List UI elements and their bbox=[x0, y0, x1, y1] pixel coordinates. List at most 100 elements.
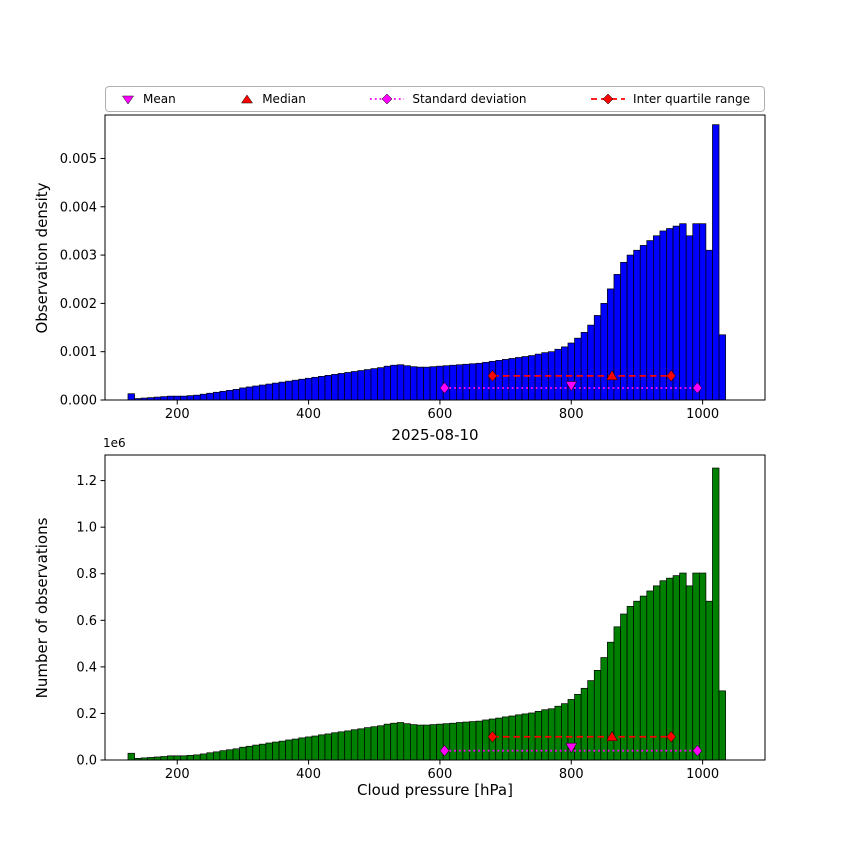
y-tick-label: 0.2 bbox=[76, 707, 97, 722]
y-tick-label: 0.002 bbox=[60, 297, 97, 312]
legend-label-mean: Mean bbox=[143, 92, 176, 106]
histogram-bar bbox=[436, 365, 444, 401]
x-tick-label: 800 bbox=[559, 767, 584, 782]
histogram-bar bbox=[633, 249, 641, 401]
histogram-bar bbox=[685, 585, 694, 761]
x-tick-label: 1000 bbox=[686, 407, 719, 422]
histogram-bar bbox=[291, 738, 300, 761]
histogram-bar bbox=[580, 687, 589, 761]
histogram-bar bbox=[193, 394, 201, 401]
histogram-bar bbox=[396, 722, 405, 761]
range-end-diamond-marker bbox=[487, 730, 498, 743]
histogram-bar bbox=[692, 572, 700, 761]
histogram-bar bbox=[528, 355, 536, 401]
histogram-bar bbox=[705, 249, 713, 401]
y-tick-label: 0.000 bbox=[60, 394, 97, 409]
histogram-bar bbox=[718, 334, 726, 401]
histogram-bar bbox=[416, 366, 424, 401]
histogram-bar bbox=[186, 395, 195, 401]
histogram-bar bbox=[199, 753, 208, 761]
histogram-bar bbox=[659, 580, 667, 761]
histogram-bar bbox=[226, 749, 234, 761]
histogram-bar bbox=[245, 386, 254, 401]
histogram-bar bbox=[160, 396, 168, 401]
histogram-bar bbox=[423, 724, 431, 761]
range-end-diamond-marker bbox=[692, 744, 703, 757]
top-y-axis-label: Observation density bbox=[33, 182, 51, 334]
axes-frame bbox=[104, 454, 766, 761]
histogram-bar bbox=[475, 720, 483, 761]
histogram-bar bbox=[173, 755, 181, 761]
histogram-bar bbox=[344, 372, 352, 401]
histogram-bar bbox=[377, 367, 385, 401]
histogram-bar bbox=[331, 732, 339, 761]
range-end-diamond-marker bbox=[666, 730, 676, 743]
y-tick-label: 0.6 bbox=[76, 614, 97, 629]
range-end-diamond-marker bbox=[692, 382, 703, 394]
histogram-bar bbox=[429, 366, 437, 401]
histogram-bar bbox=[272, 382, 280, 401]
histogram-bar bbox=[712, 124, 720, 401]
histogram-bar bbox=[370, 726, 378, 761]
histogram-bar bbox=[160, 756, 168, 761]
histogram-bar bbox=[258, 384, 267, 401]
histogram-bar bbox=[252, 744, 260, 761]
legend: Mean Median Standard deviation Inter qua… bbox=[105, 86, 765, 112]
x-tick-label: 200 bbox=[165, 767, 190, 782]
histogram-bar bbox=[291, 379, 300, 401]
range-end-diamond-marker bbox=[439, 382, 450, 394]
top-histogram: 200 400 600 800 1000 0.000 0.001 0.002 0.003 0.00… bbox=[60, 114, 766, 422]
histogram-bar bbox=[593, 670, 602, 761]
range-end-diamond-marker bbox=[666, 369, 676, 382]
histogram-bar bbox=[653, 585, 661, 761]
histogram-bar bbox=[455, 722, 464, 761]
histogram-bar bbox=[639, 595, 648, 761]
histogram-bar bbox=[501, 359, 510, 401]
histogram-bar bbox=[298, 737, 306, 761]
histogram-bar bbox=[712, 467, 720, 761]
legend-item-std: Standard deviation bbox=[369, 92, 527, 106]
legend-item-iqr: Inter quartile range bbox=[590, 92, 750, 106]
histogram-bar bbox=[344, 730, 352, 761]
histogram-bar bbox=[206, 752, 214, 761]
histogram-bar bbox=[429, 724, 437, 761]
histogram-bar bbox=[607, 288, 615, 401]
histogram-bar bbox=[554, 348, 562, 401]
histogram-bar bbox=[679, 223, 687, 401]
histogram-bar bbox=[692, 223, 700, 401]
histogram-bar bbox=[298, 378, 306, 401]
x-tick-label: 1000 bbox=[686, 767, 719, 782]
histogram-bar bbox=[580, 332, 589, 401]
histogram-bar bbox=[311, 735, 319, 761]
histogram-bar bbox=[127, 393, 135, 401]
median-marker bbox=[606, 730, 618, 741]
histogram-bar bbox=[167, 395, 175, 401]
histogram-bar bbox=[226, 389, 234, 401]
iqr-marker-icon bbox=[591, 93, 626, 105]
histogram-bar bbox=[239, 387, 247, 401]
histogram-bar bbox=[705, 600, 713, 761]
bottom-histogram: 200 400 600 800 1000 0.0 0.2 0.4 0.6 0.8 1.0 1.2 bbox=[76, 454, 766, 782]
y-tick-label: 0.005 bbox=[60, 152, 97, 167]
histogram-bar bbox=[252, 385, 260, 401]
histogram-bar bbox=[482, 361, 490, 401]
histogram-bar bbox=[232, 389, 240, 401]
histogram-bar bbox=[350, 729, 359, 761]
histogram-bar bbox=[377, 725, 385, 761]
histogram-bar bbox=[364, 727, 372, 761]
histogram-bar bbox=[561, 346, 569, 401]
histogram-bar bbox=[449, 364, 457, 401]
legend-item-median: Median bbox=[239, 92, 306, 106]
histogram-bar bbox=[547, 708, 556, 761]
y-tick-label: 0.4 bbox=[76, 660, 97, 675]
histogram-bar bbox=[285, 739, 293, 761]
std-marker-icon bbox=[370, 93, 405, 105]
histogram-bar bbox=[495, 360, 503, 401]
histogram-bar bbox=[475, 362, 483, 401]
histogram-bar bbox=[318, 734, 326, 761]
histogram-bar bbox=[698, 572, 707, 761]
histogram-bar bbox=[265, 383, 273, 401]
histogram-bar bbox=[173, 395, 181, 401]
histogram-bar bbox=[278, 740, 286, 761]
